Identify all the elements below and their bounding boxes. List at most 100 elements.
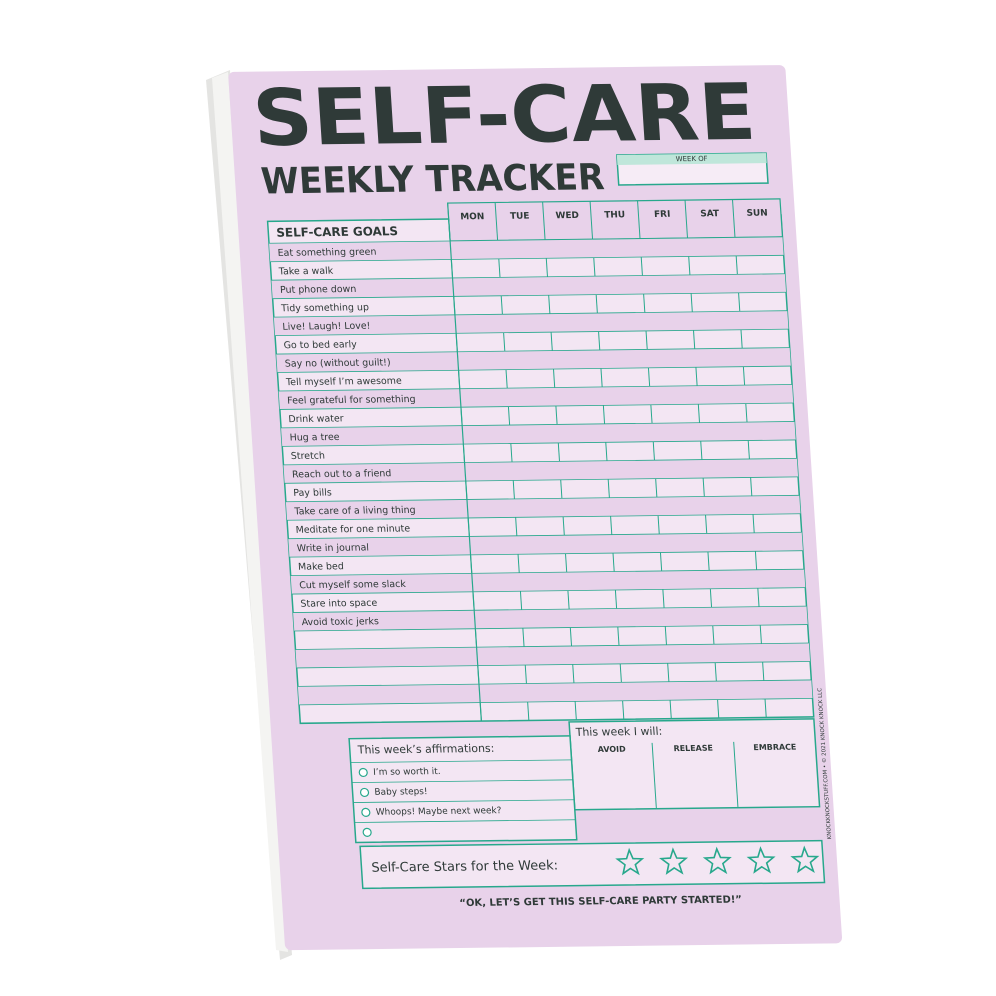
row-band: [288, 532, 803, 558]
row-line: [275, 328, 789, 336]
plan-divider: [651, 742, 657, 809]
affirmations-box: [348, 735, 578, 844]
row-line: [273, 310, 788, 318]
goal-label: Tell myself I’m awesome: [285, 376, 403, 388]
page-stack-edge: [212, 72, 288, 952]
day-label: WED: [555, 211, 579, 221]
title: SELF-CARE: [250, 68, 758, 164]
row-band: [285, 495, 801, 521]
subtitle: WEEKLY TRACKER: [260, 157, 606, 202]
checkbox: [361, 807, 371, 817]
stars-label: Self-Care Stars for the Week:: [371, 858, 559, 875]
goal-label: Pay bills: [293, 487, 332, 498]
goal-label: Feel grateful for something: [287, 394, 416, 407]
week-of-band: [616, 153, 767, 165]
row-band: [297, 679, 813, 705]
row-line: [276, 347, 790, 355]
day-label: SAT: [700, 209, 720, 219]
row-line: [291, 587, 806, 595]
row-line: [289, 550, 803, 558]
row-band: [276, 347, 791, 373]
row-band: [278, 384, 794, 410]
row-line: [283, 457, 797, 466]
week-of-label: WEEK OF: [676, 155, 708, 163]
row-line: [299, 698, 813, 706]
row-line: [293, 605, 807, 613]
goal-label: Avoid toxic jerks: [301, 616, 379, 628]
star: [702, 846, 732, 875]
row-band: [281, 421, 796, 447]
row-line: [277, 365, 791, 373]
row-line: [278, 384, 793, 392]
goal-label: Reach out to a friend: [292, 468, 392, 480]
goal-label: Drink water: [288, 413, 344, 425]
affirmation-item: Baby steps!: [374, 787, 428, 798]
checkbox: [362, 827, 372, 837]
footer-quote: “OK, LET’S GET THIS SELF-CARE PARTY STAR…: [459, 895, 742, 910]
row-line: [296, 661, 811, 669]
row-line: [284, 476, 799, 484]
goal-label: Take care of a living thing: [293, 505, 416, 518]
row-line: [295, 642, 809, 650]
row-line: [272, 291, 787, 300]
row-band: [293, 606, 808, 632]
row-line: [269, 236, 783, 244]
goal-label: Tidy something up: [280, 302, 369, 314]
goal-label: Eat something green: [277, 247, 376, 259]
goal-label: Meditate for one minute: [295, 523, 410, 535]
goal-label: Hug a tree: [289, 432, 340, 444]
plan-divider: [733, 741, 739, 808]
plan-column: RELEASE: [673, 744, 713, 753]
day-label: MON: [460, 212, 485, 222]
star: [790, 845, 820, 874]
plan-column: EMBRACE: [753, 743, 797, 753]
goal-divider: [448, 219, 482, 722]
affirmation-line: [354, 819, 576, 823]
goal-label: Live! Laugh! Love!: [282, 321, 371, 333]
row-line: [294, 624, 808, 632]
goal-label: Go to bed early: [283, 339, 357, 351]
row-band: [283, 458, 799, 484]
row-band: [271, 273, 787, 299]
affirmation-line: [350, 759, 572, 764]
goal-label: Take a walk: [278, 266, 335, 278]
row-line: [287, 513, 801, 521]
goal-label: Stretch: [291, 451, 326, 462]
star: [746, 846, 776, 874]
affirmation-line: [353, 799, 575, 803]
goal-label: Say no (without guilt!): [285, 357, 391, 369]
row-line: [288, 531, 802, 540]
row-band: [273, 310, 789, 336]
row-band: [290, 569, 806, 595]
day-label: SUN: [746, 209, 768, 219]
day-label: THU: [604, 210, 626, 220]
star: [615, 847, 645, 876]
goal-label: Stare into space: [300, 598, 378, 610]
row-band: [295, 643, 811, 668]
affirmation-line: [351, 779, 573, 783]
row-line: [285, 494, 800, 503]
row-line: [282, 439, 796, 447]
checkbox: [358, 767, 368, 778]
row-band: [269, 236, 784, 262]
row-line: [297, 679, 812, 687]
row-line: [270, 254, 784, 263]
plan-column: AVOID: [597, 745, 626, 754]
goals-header: SELF-CARE GOALS: [276, 224, 399, 240]
goal-label: Put phone down: [280, 284, 357, 296]
row-line: [271, 273, 785, 281]
star: [659, 847, 689, 875]
goal-label: Write in journal: [297, 542, 370, 554]
affirmation-item: Whoops! Maybe next week?: [376, 806, 503, 818]
affirmation-item: I’m so worth it.: [373, 767, 441, 778]
day-label: TUE: [510, 212, 530, 222]
checkbox: [359, 787, 370, 798]
goal-label: Cut myself some slack: [299, 579, 407, 591]
day-label: FRI: [654, 210, 671, 220]
row-line: [281, 421, 795, 429]
row-line: [290, 568, 805, 577]
plan-title: This week I will:: [574, 725, 662, 739]
affirmations-title: This week’s affirmations:: [356, 742, 494, 757]
